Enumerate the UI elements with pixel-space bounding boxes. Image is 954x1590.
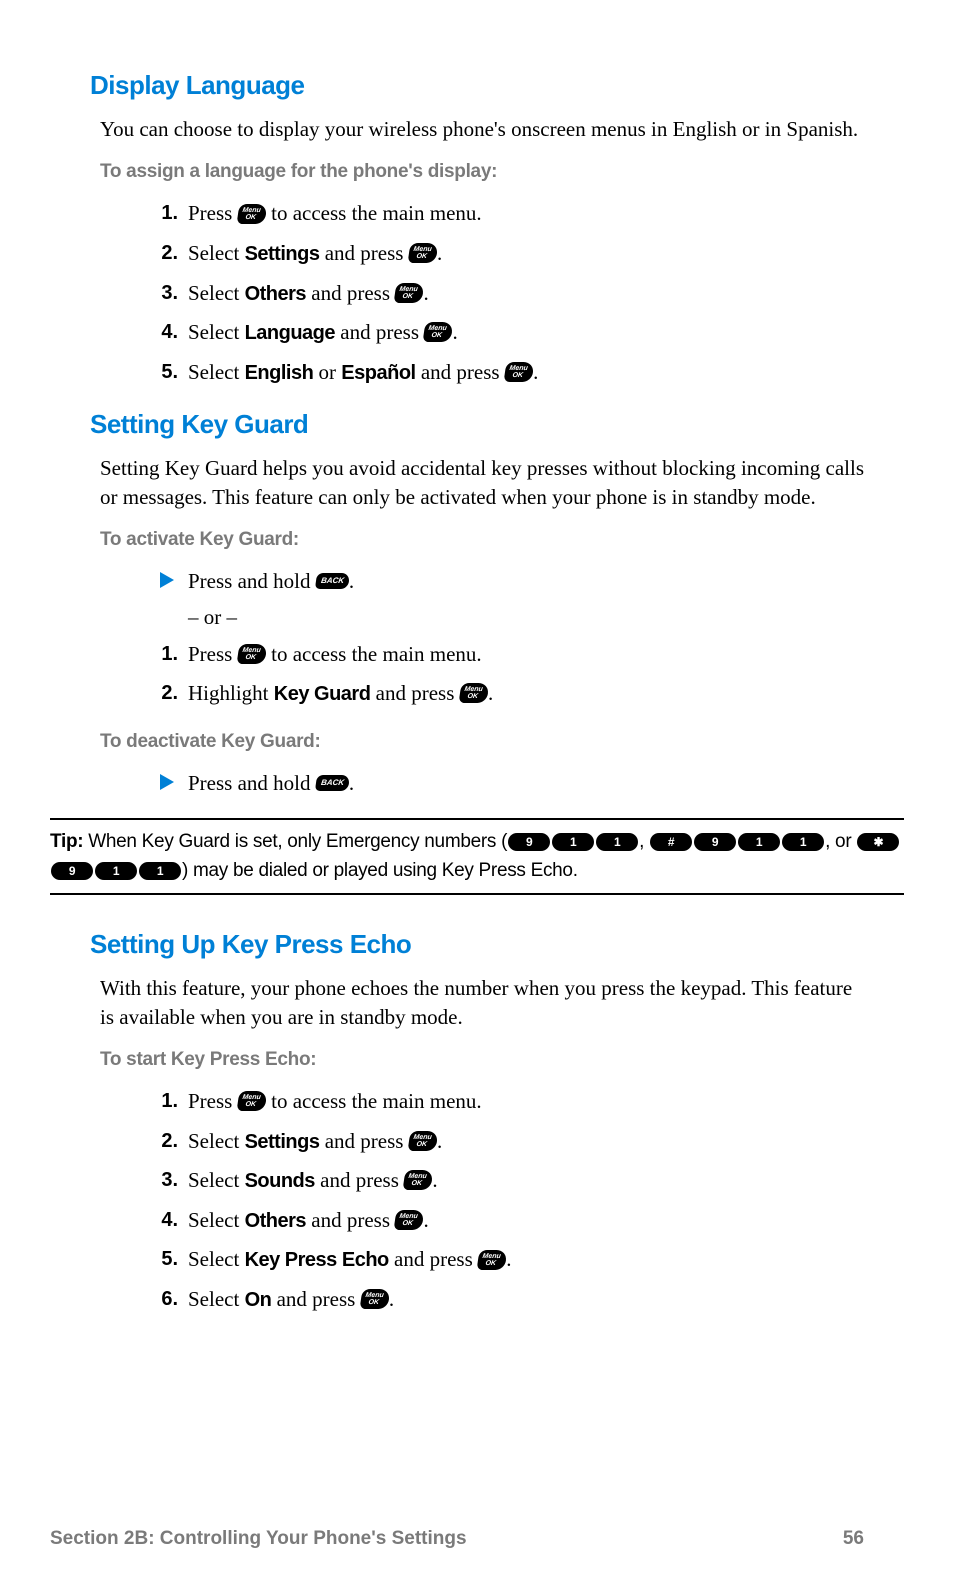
steps-list: Press MenuOK to access the main menu. Sel… bbox=[150, 1085, 864, 1317]
menu-ok-key-icon: MenuOK bbox=[423, 322, 454, 342]
phone-key-pill: # bbox=[650, 833, 692, 851]
step-item: Select Language and press MenuOK. bbox=[150, 316, 864, 350]
page-footer: Section 2B: Controlling Your Phone's Set… bbox=[50, 1528, 864, 1550]
intro-text: With this feature, your phone echoes the… bbox=[100, 974, 864, 1031]
step-item: Press MenuOK to access the main menu. bbox=[150, 638, 864, 672]
menu-ok-key-icon: MenuOK bbox=[503, 362, 534, 382]
phone-key-pill: 1 bbox=[95, 862, 137, 880]
menu-ok-key-icon: MenuOK bbox=[359, 1289, 390, 1309]
step-item: Select English or Español and press Menu… bbox=[150, 356, 864, 390]
step-item: Select Settings and press MenuOK. bbox=[150, 1125, 864, 1159]
menu-ok-key-icon: MenuOK bbox=[407, 1131, 438, 1151]
menu-ok-key-icon: MenuOK bbox=[236, 1091, 267, 1111]
phone-key-pill: ✱ bbox=[857, 833, 899, 851]
menu-ok-key-icon: MenuOK bbox=[394, 1210, 425, 1230]
step-item: Select Sounds and press MenuOK. bbox=[150, 1164, 864, 1198]
heading-display-language: Display Language bbox=[90, 70, 864, 101]
menu-ok-key-icon: MenuOK bbox=[477, 1250, 508, 1270]
manual-page: Display Language You can choose to displ… bbox=[0, 0, 954, 1590]
menu-ok-key-icon: MenuOK bbox=[236, 644, 267, 664]
triangle-icon bbox=[160, 774, 174, 790]
step-item: Select On and press MenuOK. bbox=[150, 1283, 864, 1317]
menu-ok-key-icon: MenuOK bbox=[407, 243, 438, 263]
subhead-deactivate-keyguard: To deactivate Key Guard: bbox=[100, 731, 864, 753]
intro-text: Setting Key Guard helps you avoid accide… bbox=[100, 454, 864, 511]
tip-box: Tip: When Key Guard is set, only Emergen… bbox=[50, 818, 904, 895]
steps-list: Press MenuOK to access the main menu. Hig… bbox=[150, 638, 864, 711]
phone-key-pill: 1 bbox=[782, 833, 824, 851]
phone-key-pill: 1 bbox=[596, 833, 638, 851]
or-separator: – or – bbox=[188, 605, 864, 630]
step-item: Select Settings and press MenuOK. bbox=[150, 237, 864, 271]
phone-key-pill: 9 bbox=[694, 833, 736, 851]
intro-text: You can choose to display your wireless … bbox=[100, 115, 864, 143]
subhead-start-echo: To start Key Press Echo: bbox=[100, 1049, 864, 1071]
menu-ok-key-icon: MenuOK bbox=[403, 1170, 434, 1190]
heading-key-press-echo: Setting Up Key Press Echo bbox=[90, 929, 864, 960]
back-key-icon: BACK bbox=[315, 775, 350, 791]
heading-key-guard: Setting Key Guard bbox=[90, 409, 864, 440]
tip-text: When Key Guard is set, only Emergency nu… bbox=[83, 831, 507, 852]
step-item: Highlight Key Guard and press MenuOK. bbox=[150, 677, 864, 711]
menu-ok-key-icon: MenuOK bbox=[458, 683, 489, 703]
subhead-assign-language: To assign a language for the phone's dis… bbox=[100, 161, 864, 183]
menu-ok-key-icon: MenuOK bbox=[394, 283, 425, 303]
steps-list: Press MenuOK to access the main menu. Sel… bbox=[150, 197, 864, 389]
triangle-icon bbox=[160, 572, 174, 588]
phone-key-pill: 1 bbox=[139, 862, 181, 880]
step-item: Select Others and press MenuOK. bbox=[150, 277, 864, 311]
bullet-item: Press and hold BACK. bbox=[188, 565, 864, 599]
footer-page-number: 56 bbox=[843, 1528, 864, 1550]
step-item: Select Others and press MenuOK. bbox=[150, 1204, 864, 1238]
footer-section-title: Section 2B: Controlling Your Phone's Set… bbox=[50, 1528, 467, 1550]
step-item: Press MenuOK to access the main menu. bbox=[150, 1085, 864, 1119]
back-key-icon: BACK bbox=[315, 573, 350, 589]
phone-key-pill: 9 bbox=[51, 862, 93, 880]
menu-ok-key-icon: MenuOK bbox=[236, 204, 267, 224]
phone-key-pill: 1 bbox=[552, 833, 594, 851]
subhead-activate-keyguard: To activate Key Guard: bbox=[100, 529, 864, 551]
step-item: Select Key Press Echo and press MenuOK. bbox=[150, 1243, 864, 1277]
step-item: Press MenuOK to access the main menu. bbox=[150, 197, 864, 231]
phone-key-pill: 9 bbox=[508, 833, 550, 851]
tip-label: Tip: bbox=[50, 831, 83, 852]
phone-key-pill: 1 bbox=[738, 833, 780, 851]
bullet-item: Press and hold BACK. bbox=[188, 767, 864, 801]
